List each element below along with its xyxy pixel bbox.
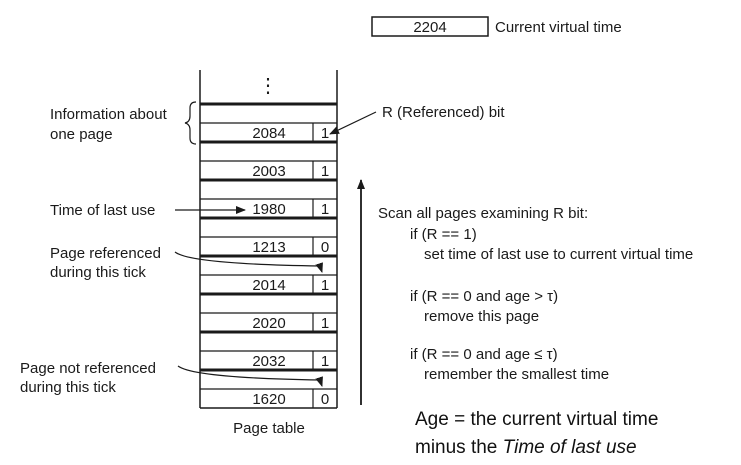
virtual-time-box (371, 16, 489, 37)
curly-brace-icon (184, 101, 197, 145)
age-note-line2: minus the Time of last use (415, 437, 637, 458)
time-of-last-use-label: Time of last use (50, 202, 155, 219)
row-r-bit: 1 (321, 315, 329, 332)
algorithm-heading: Scan all pages examining R bit: (378, 205, 588, 222)
case1-action: set time of last use to current virtual … (424, 246, 693, 263)
age-note-italic: Time of last use (503, 437, 637, 458)
row-r-bit: 0 (321, 391, 329, 408)
page-table-row: 1980 1 (200, 198, 337, 218)
row-r-bit: 1 (321, 163, 329, 180)
case2-action: remove this page (424, 308, 539, 325)
page-table-separators (200, 102, 337, 372)
info-label-line2: one page (50, 126, 113, 143)
row-r-bit: 1 (321, 125, 329, 142)
referenced-label-line1: Page referenced (50, 245, 161, 262)
row-time: 2084 (252, 125, 285, 142)
not-referenced-label-line2: during this tick (20, 379, 116, 396)
row-r-bit: 1 (321, 353, 329, 370)
referenced-label-line2: during this tick (50, 264, 146, 281)
row-time: 2032 (252, 353, 285, 370)
row-r-bit: 1 (321, 277, 329, 294)
not-referenced-arrow (177, 365, 323, 387)
referenced-arrow (174, 251, 323, 273)
row-r-bit: 1 (321, 201, 329, 218)
row-time: 2014 (252, 277, 285, 294)
page-table-caption: Page table (233, 420, 305, 437)
virtual-time-label: Current virtual time (495, 19, 622, 36)
not-referenced-label-line1: Page not referenced (20, 360, 156, 377)
age-note-line1: Age = the current virtual time (415, 409, 658, 430)
case3-condition: if (R == 0 and age ≤ τ) (410, 346, 558, 363)
virtual-time-value: 2204 (413, 19, 446, 36)
page-table-ellipsis: ⋮ (258, 75, 278, 97)
page-table-row: 2020 1 (200, 312, 337, 332)
page-table-row: 1620 0 (200, 388, 337, 409)
case3-action: remember the smallest time (424, 366, 609, 383)
age-note-prefix: minus the (415, 437, 503, 458)
page-table-row: 2032 1 (200, 350, 337, 370)
row-time: 1213 (252, 239, 285, 256)
r-bit-label: R (Referenced) bit (382, 104, 505, 121)
page-table: ⋮ 2084 1 2003 1 (199, 70, 338, 437)
row-r-bit: 0 (321, 239, 329, 256)
info-label-line1: Information about (50, 106, 168, 123)
row-time: 1620 (252, 391, 285, 408)
row-time: 2020 (252, 315, 285, 332)
row-time: 2003 (252, 163, 285, 180)
page-table-row: 1213 0 (200, 236, 337, 256)
r-bit-arrow (329, 111, 377, 135)
row-time: 1980 (252, 201, 285, 218)
case1-condition: if (R == 1) (410, 226, 477, 243)
page-table-row: 2084 1 (200, 122, 337, 142)
page-table-row: 2014 1 (200, 274, 337, 294)
case2-condition: if (R == 0 and age > τ) (410, 288, 558, 305)
page-table-row: 2003 1 (200, 160, 337, 180)
